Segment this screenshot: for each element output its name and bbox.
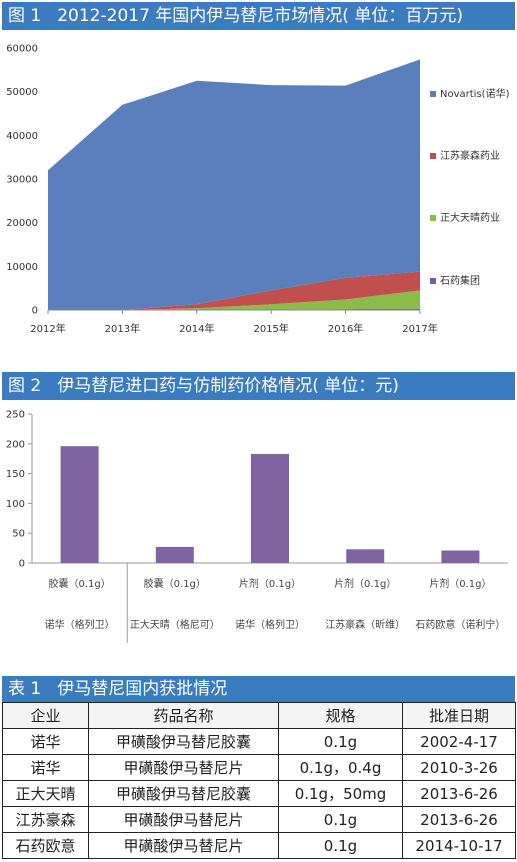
cell-drug-name: 甲磺酸伊马替尼片 <box>88 806 279 833</box>
cell-drug-name: 甲磺酸伊马替尼片 <box>88 754 279 781</box>
table-row: 江苏豪森 甲磺酸伊马替尼片 0.1g 2013-6-26 <box>2 806 516 833</box>
legend-label-1: 正大天晴药业 <box>440 211 500 224</box>
y-tick-label: 100 <box>6 499 25 510</box>
legend-label-0: 石药集团 <box>440 274 480 287</box>
cell-company: 诺华 <box>2 728 89 755</box>
cell-drug-name: 甲磺酸伊马替尼片 <box>88 832 279 859</box>
cell-spec: 0.1g <box>278 728 403 755</box>
cell-spec: 0.1g，50mg <box>278 780 403 807</box>
column-header-spec: 规格 <box>278 702 403 729</box>
figure1-number: 图 1 <box>8 6 42 26</box>
y-tick-label: 250 <box>6 410 25 421</box>
category-product-label: 胶囊（0.1g） <box>48 577 110 590</box>
category-company-label: 石药欧意（诺利宁） <box>415 618 505 631</box>
chart2-axes: 0 50 100 150 200 250 <box>6 410 508 643</box>
cell-company: 石药欧意 <box>2 832 89 859</box>
y-tick-label: 60000 <box>6 44 38 55</box>
price-bar-2 <box>251 453 289 563</box>
x-tick-label: 2012年 <box>30 322 65 335</box>
table-header-row: 企业 药品名称 规格 批准日期 <box>2 702 516 729</box>
cell-spec: 0.1g，0.4g <box>278 754 403 781</box>
y-tick-label: 200 <box>6 439 25 450</box>
y-tick-label: 40000 <box>6 131 38 142</box>
table-row: 诺华 甲磺酸伊马替尼片 0.1g，0.4g 2010-3-26 <box>2 754 516 781</box>
cell-approval-date: 2013-6-26 <box>402 780 516 807</box>
legend-swatch-0 <box>430 278 436 284</box>
x-tick-label: 2016年 <box>328 322 363 335</box>
legend-swatch-2 <box>430 153 436 159</box>
chart1-axes: 0 10000 20000 30000 40000 50000 60000 2012年 2013… <box>6 44 438 336</box>
legend-swatch-3 <box>430 91 436 97</box>
category-product-label: 片剂（0.1g） <box>239 577 301 590</box>
cell-spec: 0.1g <box>278 806 403 833</box>
x-tick-label: 2013年 <box>105 322 140 335</box>
figure1-title: 2012-2017 年国内伊马替尼市场情况( 单位：百万元) <box>57 6 463 26</box>
column-header-approval-date: 批准日期 <box>402 702 516 729</box>
x-tick-label: 2015年 <box>253 322 288 335</box>
table1-header: 表 1 伊马替尼国内获批情况 <box>2 676 515 702</box>
cell-drug-name: 甲磺酸伊马替尼胶囊 <box>88 780 279 807</box>
y-tick-label: 30000 <box>6 175 38 186</box>
price-bar-4 <box>441 550 480 563</box>
category-product-label: 胶囊（0.1g） <box>144 577 206 590</box>
table1-title: 伊马替尼国内获批情况 <box>57 679 228 699</box>
y-tick-label: 0 <box>19 559 25 570</box>
area-series-2 <box>48 271 420 310</box>
table-row: 正大天晴 甲磺酸伊马替尼胶囊 0.1g，50mg 2013-6-26 <box>2 780 516 807</box>
column-header-company: 企业 <box>2 702 89 729</box>
y-tick-label: 50000 <box>6 87 38 98</box>
y-tick-label: 10000 <box>6 262 38 273</box>
figure2-title: 伊马替尼进口药与仿制药价格情况( 单位：元) <box>57 376 399 396</box>
approval-table: 企业 药品名称 规格 批准日期 诺华 甲磺酸伊马替尼胶囊 0.1g 2002-4… <box>2 702 516 859</box>
price-bar-3 <box>346 549 385 563</box>
category-company-label: 江苏豪森（昕维） <box>325 618 405 631</box>
cell-approval-date: 2002-4-17 <box>402 728 516 755</box>
column-header-drug-name: 药品名称 <box>88 702 279 729</box>
table1-number: 表 1 <box>8 679 42 699</box>
cell-company: 江苏豪森 <box>2 806 89 833</box>
cell-approval-date: 2010-3-26 <box>402 754 516 781</box>
figure2-header: 图 2 伊马替尼进口药与仿制药价格情况( 单位：元) <box>2 372 515 400</box>
legend-label-3: Novartis(诺华) <box>440 87 510 100</box>
category-product-label: 片剂（0.1g） <box>334 577 396 590</box>
y-tick-label: 150 <box>6 469 25 480</box>
x-tick-label: 2014年 <box>179 322 214 335</box>
cell-approval-date: 2014-10-17 <box>402 832 516 859</box>
figure2-number: 图 2 <box>8 376 42 396</box>
x-tick-label: 2017年 <box>402 322 437 335</box>
legend-swatch-1 <box>430 215 436 221</box>
y-tick-label: 20000 <box>6 218 38 229</box>
category-company-label: 诺华（格列卫） <box>45 618 115 631</box>
chart2-category-labels: 胶囊（0.1g） 诺华（格列卫） 胶囊（0.1g） 正大天晴（格尼可） 片剂（0.1g）… <box>45 577 506 631</box>
category-product-label: 片剂（0.1g） <box>429 577 491 590</box>
figure1-header: 图 1 2012-2017 年国内伊马替尼市场情况( 单位：百万元) <box>2 2 515 30</box>
cell-spec: 0.1g <box>278 832 403 859</box>
area-series-3 <box>48 59 420 311</box>
price-bar-chart: 0 50 100 150 200 250 胶囊（0.1g） 诺华（格列卫） 胶囊（0.1g） 正… <box>6 410 508 643</box>
price-bar-1 <box>155 546 194 563</box>
area-series-group <box>48 59 420 311</box>
market-area-chart: 0 10000 20000 30000 40000 50000 60000 2012年 2013… <box>6 44 510 336</box>
cell-approval-date: 2013-6-26 <box>402 806 516 833</box>
category-company-label: 诺华（格列卫） <box>235 618 305 631</box>
bar-group <box>60 446 480 563</box>
y-tick-label: 50 <box>12 529 25 540</box>
category-company-label: 正大天晴（格尼可） <box>130 618 220 631</box>
cell-company: 诺华 <box>2 754 89 781</box>
y-tick-label: 0 <box>32 306 38 317</box>
table-row: 诺华 甲磺酸伊马替尼胶囊 0.1g 2002-4-17 <box>2 728 516 755</box>
price-bar-0 <box>60 446 99 563</box>
table-row: 石药欧意 甲磺酸伊马替尼片 0.1g 2014-10-17 <box>2 832 516 859</box>
area-series-1 <box>48 290 420 310</box>
cell-drug-name: 甲磺酸伊马替尼胶囊 <box>88 728 279 755</box>
legend-label-2: 江苏豪森药业 <box>440 149 500 162</box>
cell-company: 正大天晴 <box>2 780 89 807</box>
